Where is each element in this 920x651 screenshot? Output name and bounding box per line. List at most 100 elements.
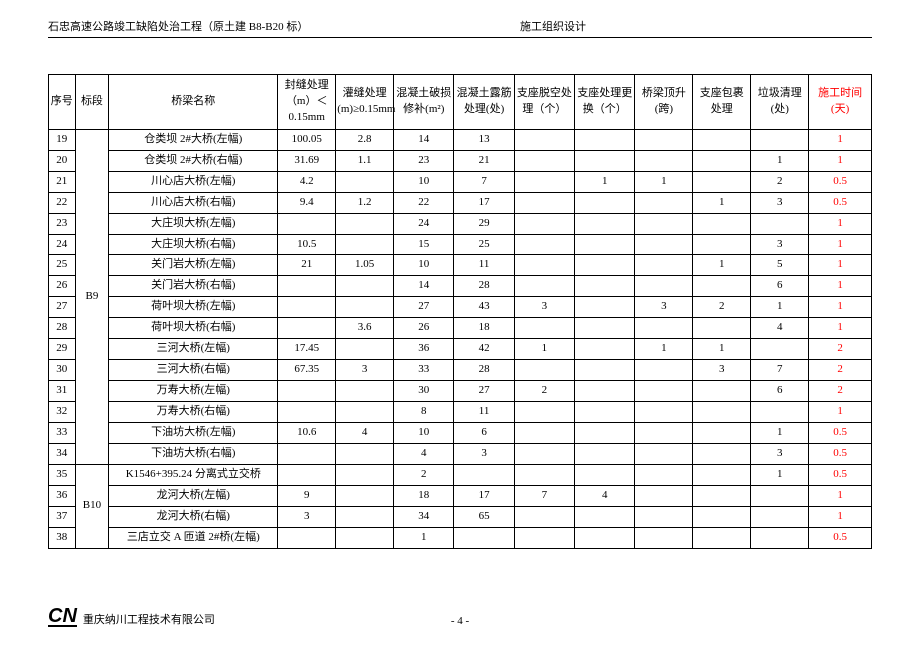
- cell-bridge-name: 龙河大桥(右幅): [109, 506, 278, 527]
- cell-value: 1: [575, 171, 635, 192]
- cell-value: 21: [278, 255, 336, 276]
- cell-value: [575, 443, 635, 464]
- cell-value: 10: [394, 171, 454, 192]
- cell-value: [454, 527, 514, 548]
- cell-value: [693, 213, 751, 234]
- cell-bridge-name: 龙河大桥(左幅): [109, 485, 278, 506]
- cell-value: [635, 150, 693, 171]
- cell-value: 36: [394, 339, 454, 360]
- cell-value: 6: [454, 422, 514, 443]
- cell-value: 17.45: [278, 339, 336, 360]
- cell-value: [514, 129, 574, 150]
- col-header: 封缝处理（m）＜0.15mm: [278, 75, 336, 130]
- cell-value: 3: [751, 192, 809, 213]
- page-number: - 4 -: [451, 615, 469, 627]
- cell-value: 2.8: [336, 129, 394, 150]
- cell-value: [575, 255, 635, 276]
- cell-value: [336, 381, 394, 402]
- cell-seq: 26: [49, 276, 76, 297]
- cell-value: 4: [751, 318, 809, 339]
- cell-value: [575, 527, 635, 548]
- cell-value: [278, 318, 336, 339]
- cell-value: 3: [278, 506, 336, 527]
- cell-value: [635, 255, 693, 276]
- cell-value: 0.5: [809, 422, 872, 443]
- cell-value: [575, 422, 635, 443]
- cell-value: 3: [454, 443, 514, 464]
- cell-seq: 33: [49, 422, 76, 443]
- cell-value: 14: [394, 129, 454, 150]
- cell-value: [514, 276, 574, 297]
- cell-value: 1: [751, 150, 809, 171]
- cell-value: 2: [809, 339, 872, 360]
- cell-bridge-name: 川心店大桥(左幅): [109, 171, 278, 192]
- cell-value: 9: [278, 485, 336, 506]
- cell-value: 1: [514, 339, 574, 360]
- cell-value: 18: [454, 318, 514, 339]
- cell-value: [514, 464, 574, 485]
- cell-value: 1: [809, 213, 872, 234]
- cell-value: [693, 150, 751, 171]
- cell-value: [635, 506, 693, 527]
- cell-value: 24: [394, 213, 454, 234]
- col-header: 序号: [49, 75, 76, 130]
- table-row: 31万寿大桥(左幅)3027262: [49, 381, 872, 402]
- cell-value: [751, 129, 809, 150]
- table-row: 21川心店大桥(左幅)4.21071120.5: [49, 171, 872, 192]
- col-header: 支座包裹处理: [693, 75, 751, 130]
- table-row: 19B9仓类坝 2#大桥(左幅)100.052.814131: [49, 129, 872, 150]
- cell-seq: 32: [49, 402, 76, 423]
- cell-value: 1: [809, 485, 872, 506]
- cell-seq: 24: [49, 234, 76, 255]
- cell-value: 4: [336, 422, 394, 443]
- cell-value: 65: [454, 506, 514, 527]
- cell-value: [575, 234, 635, 255]
- table-row: 35B10K1546+395.24 分离式立交桥210.5: [49, 464, 872, 485]
- cell-value: 0.5: [809, 192, 872, 213]
- table-row: 26关门岩大桥(右幅)142861: [49, 276, 872, 297]
- cell-value: 42: [454, 339, 514, 360]
- cell-value: 100.05: [278, 129, 336, 150]
- cell-value: [336, 443, 394, 464]
- cell-value: [575, 339, 635, 360]
- cell-value: [514, 255, 574, 276]
- cell-value: 2: [751, 171, 809, 192]
- table-row: 36龙河大桥(左幅)91817741: [49, 485, 872, 506]
- cell-bridge-name: K1546+395.24 分离式立交桥: [109, 464, 278, 485]
- cell-value: [514, 506, 574, 527]
- cell-value: [575, 464, 635, 485]
- cell-value: 10: [394, 422, 454, 443]
- cell-value: [278, 527, 336, 548]
- cell-value: 0.5: [809, 443, 872, 464]
- cell-value: 28: [454, 276, 514, 297]
- page-footer: CN 重庆纳川工程技术有限公司 - 4 -: [48, 607, 872, 627]
- cell-value: [635, 402, 693, 423]
- cell-bridge-name: 万寿大桥(左幅): [109, 381, 278, 402]
- cell-value: [514, 213, 574, 234]
- cell-value: [635, 129, 693, 150]
- cell-value: [514, 234, 574, 255]
- cell-value: [514, 171, 574, 192]
- cell-value: [693, 527, 751, 548]
- table-row: 25关门岩大桥(左幅)211.051011151: [49, 255, 872, 276]
- cell-value: 1.2: [336, 192, 394, 213]
- cell-value: [693, 129, 751, 150]
- cell-value: [693, 318, 751, 339]
- cell-value: [336, 213, 394, 234]
- cell-value: [514, 402, 574, 423]
- cell-value: 27: [454, 381, 514, 402]
- cell-value: 3: [514, 297, 574, 318]
- cell-value: [575, 297, 635, 318]
- cell-value: [693, 485, 751, 506]
- cell-value: [278, 297, 336, 318]
- cell-value: 3: [635, 297, 693, 318]
- cell-seq: 37: [49, 506, 76, 527]
- cell-value: [575, 150, 635, 171]
- cell-value: 17: [454, 485, 514, 506]
- cell-value: 1: [751, 297, 809, 318]
- cell-value: 3.6: [336, 318, 394, 339]
- cell-value: 1: [394, 527, 454, 548]
- cell-section: B10: [75, 464, 109, 548]
- cell-value: 34: [394, 506, 454, 527]
- cell-bridge-name: 万寿大桥(右幅): [109, 402, 278, 423]
